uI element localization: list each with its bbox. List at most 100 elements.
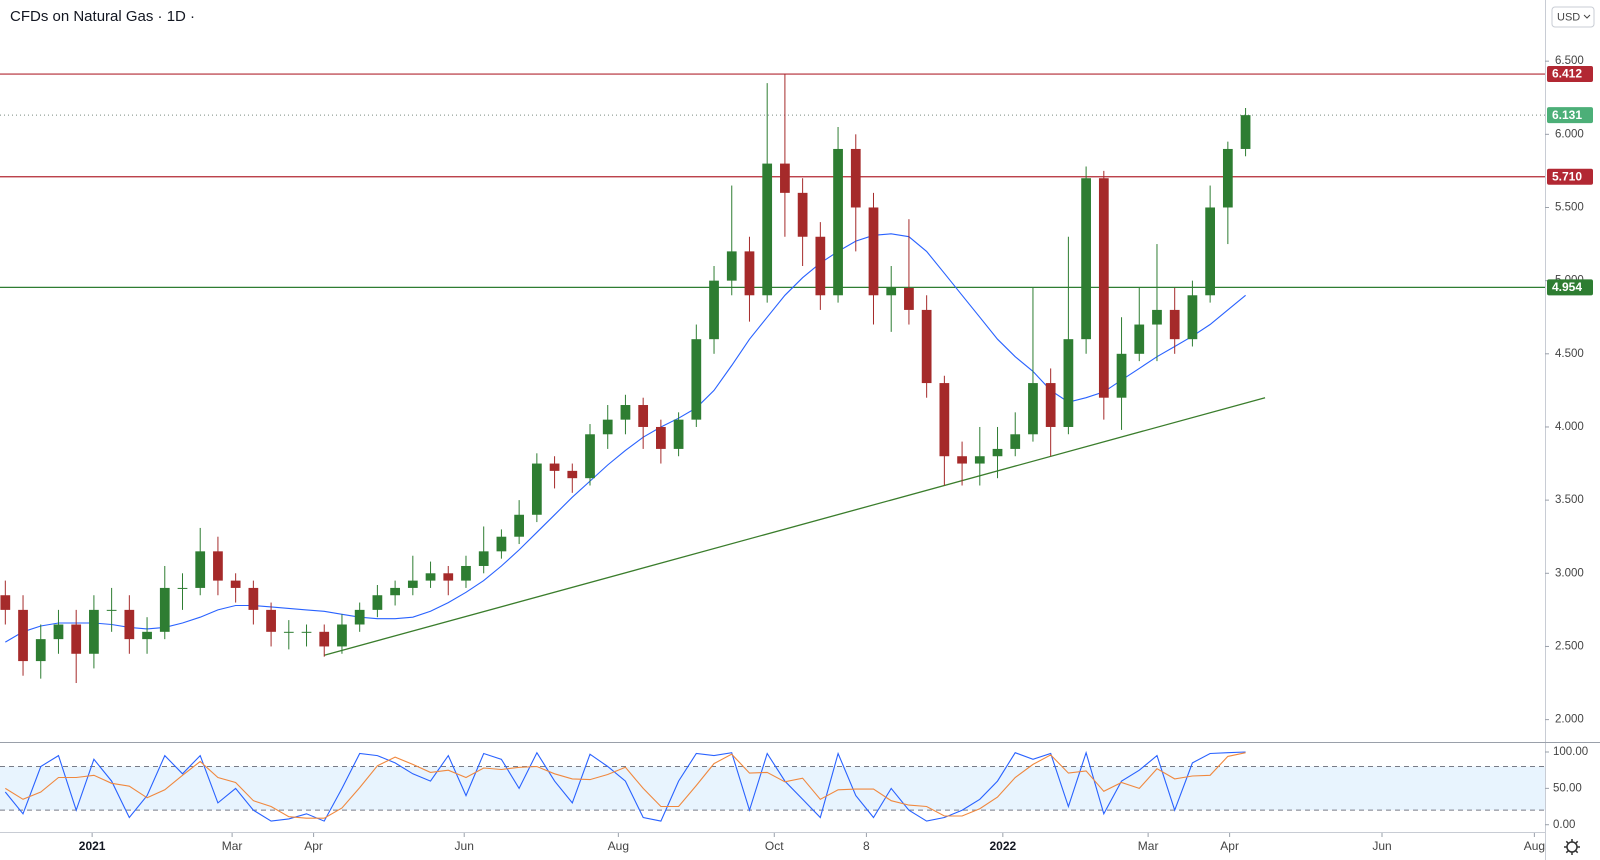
candle-body <box>1045 383 1056 427</box>
x-tick-label: 2021 <box>79 839 106 853</box>
candle-body <box>1063 339 1074 427</box>
candle-body <box>992 448 1003 457</box>
chart-title: CFDs on Natural Gas · 1D · <box>10 8 195 25</box>
candle-body <box>691 339 702 420</box>
currency-button-frame[interactable] <box>1551 6 1595 28</box>
candle-body <box>921 309 932 384</box>
candle-body <box>1152 309 1162 325</box>
last-price-tag <box>1547 107 1593 124</box>
candle-body <box>939 383 950 457</box>
candle-body <box>461 565 471 581</box>
settings-button[interactable] <box>1564 839 1580 855</box>
x-tick-label: Jun <box>1372 839 1391 853</box>
stoch-y-tick-label: 0.00 <box>1553 819 1575 831</box>
y-tick-label: 6.000 <box>1555 128 1584 140</box>
level-tag <box>1547 279 1593 296</box>
x-tick-label: Apr <box>304 839 323 853</box>
candle-body <box>195 551 206 588</box>
candle-body <box>0 595 11 610</box>
candle-body <box>957 456 967 464</box>
candle-body <box>1010 434 1021 449</box>
candle-body <box>301 631 312 633</box>
currency-label[interactable]: USD <box>1557 11 1580 23</box>
candle-body <box>1169 309 1180 340</box>
stoch-line <box>5 752 1246 819</box>
candle-body <box>673 419 684 449</box>
candle-body <box>35 639 46 662</box>
moving-average <box>5 233 1246 643</box>
candle-body <box>656 426 666 449</box>
currency-button[interactable]: USD <box>1551 6 1595 28</box>
candle-body <box>337 624 347 647</box>
candle-body <box>850 148 861 208</box>
candle-body <box>71 624 82 654</box>
level-tag <box>1547 168 1593 185</box>
x-tick-label: 8 <box>863 839 870 853</box>
candle-body <box>230 580 241 588</box>
candle-body <box>709 280 719 340</box>
y-tick-label: 3.500 <box>1555 494 1584 506</box>
candle-body <box>797 192 808 237</box>
candle-body <box>142 631 152 640</box>
candle-body <box>815 236 826 296</box>
candle-body <box>780 163 790 193</box>
candle-body <box>1240 115 1251 149</box>
candle-body <box>372 595 383 610</box>
candle-body <box>319 631 330 647</box>
x-tick-label: Oct <box>765 839 784 853</box>
x-tick-label: Mar <box>1138 839 1159 853</box>
y-tick-label: 5.500 <box>1555 202 1584 214</box>
candle-body <box>1081 178 1091 340</box>
candle-body <box>567 470 578 479</box>
trendline <box>324 397 1266 656</box>
y-tick-label: 4.500 <box>1555 348 1584 360</box>
level-tag-label: 4.954 <box>1552 280 1582 294</box>
stoch-line <box>4 750 1246 822</box>
candle-body <box>531 463 542 515</box>
candle-body <box>53 624 64 640</box>
candle-body <box>496 536 507 552</box>
candle-body <box>1205 207 1216 296</box>
candle-body <box>248 587 259 610</box>
candle-body <box>1222 148 1233 208</box>
candle-body <box>904 287 914 310</box>
candle-body <box>974 456 985 464</box>
candle-body <box>514 514 525 537</box>
candle-body <box>602 419 613 435</box>
level-tag <box>1547 66 1593 83</box>
candle-body <box>726 251 737 281</box>
candle-body <box>1116 353 1127 398</box>
candle-body <box>89 609 99 654</box>
candle-body <box>425 573 436 581</box>
last-price-tag-label: 6.131 <box>1552 108 1582 122</box>
x-tick-label: Jun <box>455 839 474 853</box>
candle-body <box>1028 383 1038 435</box>
candle-body <box>620 405 631 420</box>
candle-body <box>833 148 843 296</box>
y-tick-label: 2.000 <box>1555 714 1584 726</box>
candle-body <box>585 434 595 479</box>
x-tick-label: Aug <box>608 839 629 853</box>
y-tick-label: 6.500 <box>1555 55 1584 67</box>
candle-body <box>354 609 365 625</box>
candle-body <box>390 587 400 596</box>
candle-body <box>443 573 454 581</box>
dropdown-arrow[interactable] <box>1583 14 1591 19</box>
candle-body <box>478 551 489 566</box>
y-tick-label: 4.000 <box>1555 421 1584 433</box>
candle-body <box>283 631 294 633</box>
candle-body <box>886 287 897 296</box>
gear-teeth[interactable] <box>1564 839 1580 855</box>
y-tick-label: 3.000 <box>1555 567 1584 579</box>
candle-body <box>213 551 223 581</box>
stoch-y-tick-label: 100.00 <box>1553 746 1588 758</box>
candle-body <box>762 163 773 296</box>
candle-body <box>407 580 418 588</box>
candle-body <box>177 587 188 589</box>
candle-body <box>638 405 649 427</box>
x-tick-label: Apr <box>1220 839 1239 853</box>
candle-body <box>1187 295 1198 340</box>
